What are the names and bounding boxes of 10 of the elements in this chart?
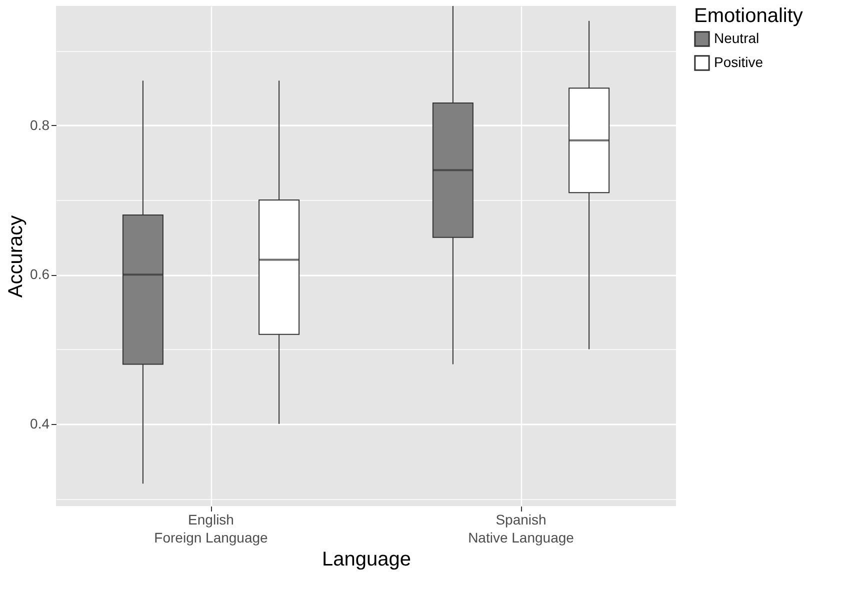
- y-tick-label: 0.8: [30, 116, 50, 133]
- legend-label: Positive: [714, 54, 764, 70]
- legend-label: Neutral: [714, 30, 760, 46]
- legend-title: Emotionality: [694, 5, 803, 27]
- y-tick-label: 0.4: [30, 415, 50, 432]
- y-tick-label: 0.6: [30, 266, 50, 282]
- x-axis-title: Language: [322, 548, 411, 570]
- y-axis-title: Accuracy: [5, 215, 28, 298]
- x-tick-label: English Foreign Language: [154, 512, 268, 546]
- x-tick-label: Spanish Native Language: [468, 512, 574, 546]
